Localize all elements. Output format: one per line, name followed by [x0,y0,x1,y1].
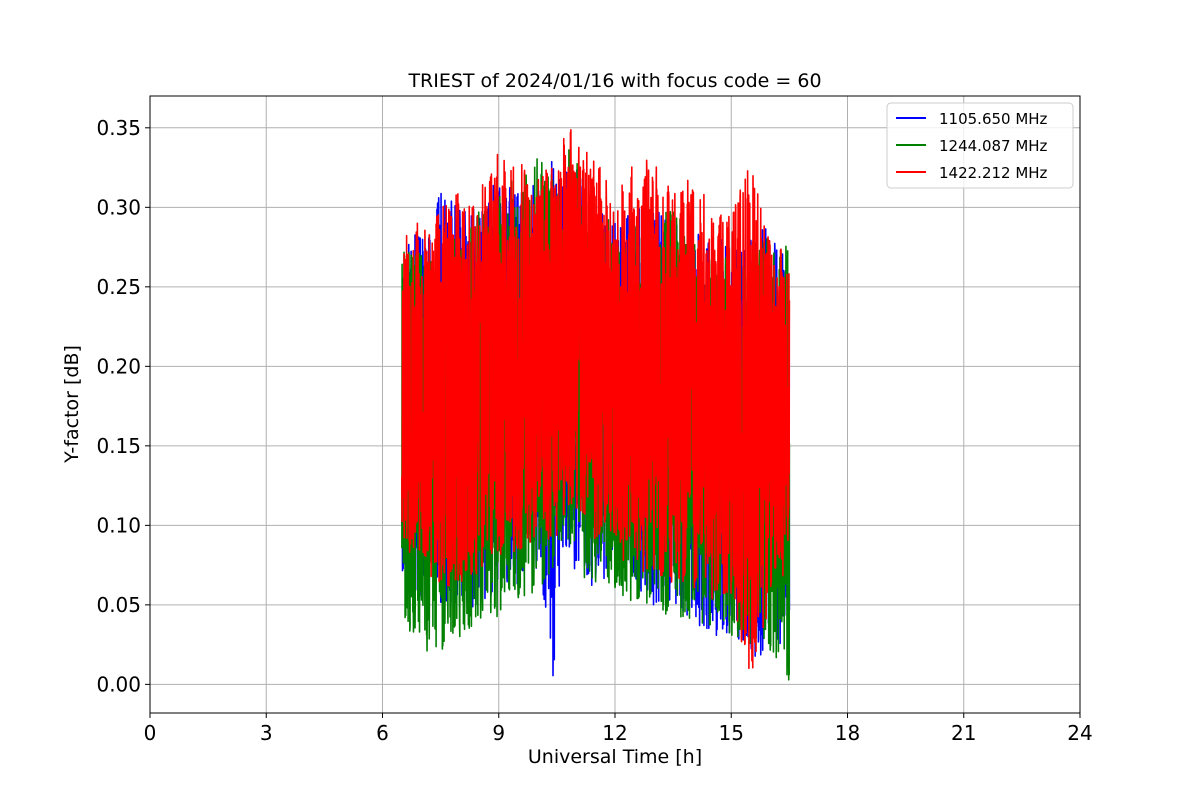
y-tick-label: 0.00 [96,672,141,696]
legend: 1105.650 MHz 1244.087 MHz 1422.212 MHz [886,102,1074,189]
legend-label-1422-212: 1422.212 MHz [939,164,1048,182]
x-tick-label: 9 [492,721,505,745]
y-tick-label: 0.05 [96,593,141,617]
y-tick-label: 0.20 [96,354,141,378]
legend-label-1105-650: 1105.650 MHz [939,110,1048,128]
y-tick-label: 0.15 [96,434,141,458]
axis-ticks: 0 3 6 9 12 15 18 21 24 0.00 0.05 0.10 0.15 0.20 0.25 0.… [96,116,1092,745]
x-tick-label: 0 [144,721,157,745]
y-tick-label: 0.30 [96,195,141,219]
x-tick-label: 12 [602,721,627,745]
x-tick-label: 3 [260,721,273,745]
y-axis-label: Y-factor [dB] [61,345,83,464]
x-tick-label: 18 [835,721,860,745]
legend-box [886,102,1074,189]
y-tick-label: 0.35 [96,116,141,140]
x-axis-label: Universal Time [h] [528,746,702,768]
series-layer [401,129,791,681]
y-tick-label: 0.25 [96,275,141,299]
y-tick-label: 0.10 [96,513,141,537]
x-tick-label: 6 [376,721,389,745]
chart-title: TRIEST of 2024/01/16 with focus code = 6… [407,70,821,92]
legend-label-1244-087: 1244.087 MHz [939,137,1048,155]
x-tick-label: 21 [951,721,976,745]
x-tick-label: 24 [1067,721,1092,745]
x-tick-label: 15 [719,721,744,745]
series-line-1422-212-mhz [401,129,791,670]
